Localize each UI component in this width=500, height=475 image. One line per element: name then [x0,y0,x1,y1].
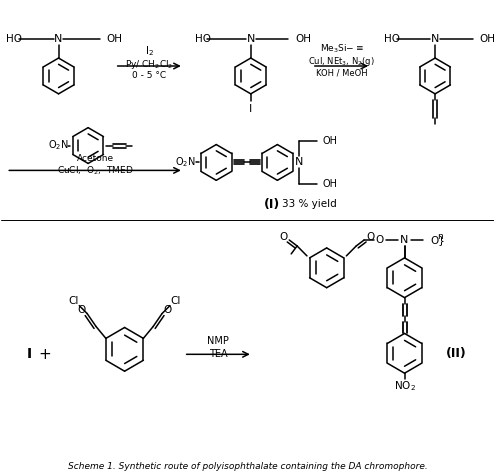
Text: HO: HO [384,34,400,44]
Text: N: N [54,34,62,44]
Text: O: O [366,232,374,242]
Text: N: N [431,34,440,44]
Text: OH: OH [107,34,123,44]
Text: KOH / MeOH: KOH / MeOH [316,68,368,77]
Text: Cl: Cl [170,295,181,305]
Text: NMP: NMP [208,336,229,346]
Text: OH: OH [322,135,338,145]
Text: HO: HO [194,34,210,44]
Text: I: I [249,104,252,114]
Text: n: n [437,231,443,240]
Text: CuI, NEt$_3$, N$_2$(g): CuI, NEt$_3$, N$_2$(g) [308,55,375,67]
Text: TEA: TEA [209,349,228,359]
Text: (I): (I) [264,198,280,211]
Text: 0 - 5 °C: 0 - 5 °C [132,71,166,80]
Text: OH: OH [480,34,496,44]
Text: +: + [38,347,51,362]
Text: N: N [400,235,408,245]
Text: N: N [295,157,304,168]
Text: CuCl,  O$_2$,  TMED: CuCl, O$_2$, TMED [56,164,134,177]
Text: Cl: Cl [68,295,78,305]
Text: I$_2$: I$_2$ [144,44,154,58]
Text: N: N [246,34,255,44]
Text: O: O [77,304,86,314]
Text: O$_2$N: O$_2$N [175,155,196,170]
Text: I: I [26,347,32,361]
Text: O}: O} [430,235,445,245]
Text: (II): (II) [446,347,466,360]
Text: O: O [164,304,172,314]
Text: 33 % yield: 33 % yield [282,199,337,209]
Text: NO$_2$: NO$_2$ [394,379,415,393]
Text: OH: OH [322,180,338,190]
Text: O$_2$N: O$_2$N [48,139,68,152]
Text: O: O [279,232,287,242]
Text: Acetone: Acetone [76,154,114,163]
Text: HO: HO [6,34,22,44]
Text: Me$_3$Si$-$$\equiv$: Me$_3$Si$-$$\equiv$ [320,43,364,56]
Text: OH: OH [295,34,311,44]
Text: Scheme 1. Synthetic route of polyisophthalate containing the DA chromophore.: Scheme 1. Synthetic route of polyisophth… [68,462,428,471]
Text: O: O [376,235,384,245]
Text: Py/ CH$_2$Cl$_2$: Py/ CH$_2$Cl$_2$ [125,57,174,70]
